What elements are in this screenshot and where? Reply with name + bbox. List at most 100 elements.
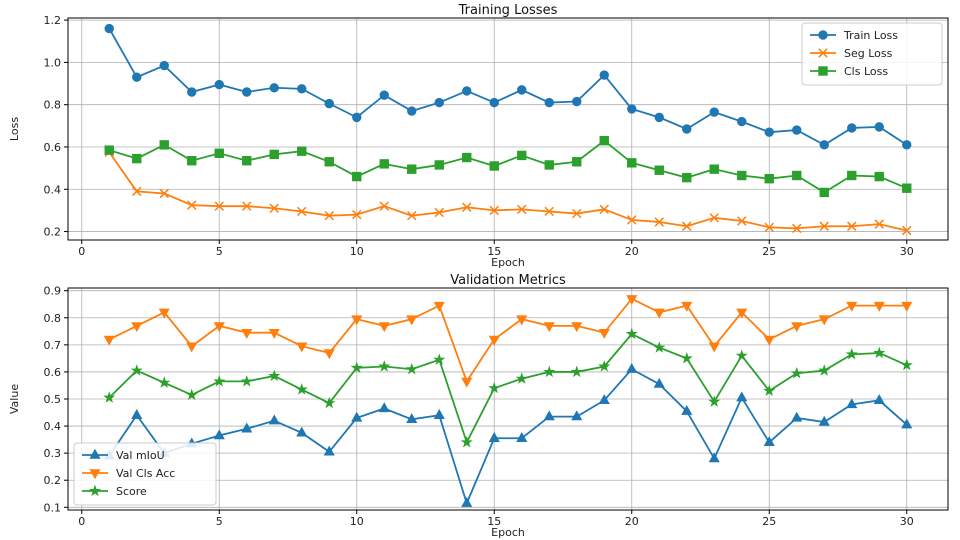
data-point bbox=[489, 97, 499, 108]
data-point bbox=[873, 394, 885, 405]
data-point bbox=[131, 409, 143, 419]
data-point bbox=[736, 308, 748, 319]
series-cls-loss bbox=[104, 135, 912, 198]
data-point bbox=[653, 341, 666, 353]
data-point bbox=[626, 295, 638, 306]
data-point bbox=[791, 322, 803, 333]
data-point bbox=[324, 157, 334, 167]
data-point bbox=[268, 328, 280, 339]
data-point bbox=[269, 149, 279, 160]
data-point bbox=[516, 315, 528, 326]
data-point bbox=[379, 159, 389, 169]
data-point bbox=[488, 335, 500, 346]
data-point bbox=[297, 84, 307, 94]
data-point bbox=[241, 328, 253, 339]
data-point bbox=[763, 384, 776, 397]
legend-box bbox=[801, 22, 943, 86]
data-point bbox=[213, 375, 226, 387]
data-point bbox=[517, 204, 527, 215]
data-point bbox=[461, 497, 473, 507]
data-point bbox=[324, 98, 334, 109]
data-point bbox=[103, 391, 116, 403]
data-point bbox=[159, 60, 169, 71]
y-tick-label: 0.6 bbox=[44, 141, 62, 154]
data-point bbox=[790, 366, 803, 379]
x-tick-label: 0 bbox=[78, 245, 85, 258]
data-point bbox=[598, 360, 611, 372]
data-point bbox=[572, 96, 582, 107]
data-point bbox=[902, 225, 912, 236]
series-val-miou bbox=[103, 362, 913, 507]
data-point bbox=[599, 70, 609, 80]
legend-marker bbox=[89, 448, 101, 459]
data-point bbox=[792, 125, 802, 135]
y-tick-label: 0.8 bbox=[44, 312, 62, 325]
data-point bbox=[460, 435, 473, 448]
data-point bbox=[900, 358, 913, 371]
data-point bbox=[489, 161, 499, 171]
data-point bbox=[323, 349, 335, 360]
y-tick-label: 0.8 bbox=[44, 99, 62, 112]
legend-marker bbox=[88, 484, 102, 497]
data-point bbox=[297, 146, 307, 156]
data-point bbox=[709, 107, 719, 117]
data-point bbox=[737, 116, 747, 127]
data-point bbox=[846, 301, 858, 312]
y-tick-label: 1.2 bbox=[44, 14, 62, 27]
y-tick-label: 0.9 bbox=[44, 285, 62, 298]
data-point bbox=[351, 315, 363, 326]
x-tick-label: 5 bbox=[216, 245, 223, 258]
series-seg-loss bbox=[104, 147, 912, 236]
x-axis-label: Epoch bbox=[491, 256, 525, 269]
legend-marker bbox=[818, 66, 828, 76]
chart-title: Training Losses bbox=[458, 3, 558, 18]
y-tick-label: 1.0 bbox=[44, 56, 62, 69]
data-point bbox=[627, 104, 637, 114]
data-point bbox=[819, 140, 829, 150]
data-point bbox=[158, 376, 171, 388]
x-tick-label: 25 bbox=[762, 245, 776, 258]
data-point bbox=[379, 201, 389, 211]
x-tick-label: 5 bbox=[216, 515, 223, 528]
data-point bbox=[654, 112, 664, 123]
data-point bbox=[598, 394, 610, 405]
data-point bbox=[599, 204, 609, 215]
data-point bbox=[461, 377, 473, 388]
x-tick-label: 10 bbox=[350, 245, 364, 258]
data-point bbox=[379, 90, 389, 100]
data-point bbox=[130, 364, 143, 376]
x-tick-label: 20 bbox=[625, 245, 639, 258]
data-point bbox=[462, 86, 472, 96]
data-point bbox=[268, 414, 280, 425]
data-point bbox=[708, 452, 720, 463]
data-point bbox=[462, 202, 472, 212]
x-tick-label: 0 bbox=[78, 515, 85, 528]
data-point bbox=[735, 349, 748, 361]
legend-marker bbox=[818, 30, 828, 40]
data-point bbox=[571, 410, 583, 421]
y-tick-label: 0.4 bbox=[44, 420, 62, 433]
data-point bbox=[681, 301, 693, 312]
data-point bbox=[269, 203, 279, 214]
chart-title: Validation Metrics bbox=[450, 273, 566, 288]
data-point bbox=[544, 206, 554, 217]
y-tick-label: 0.5 bbox=[44, 393, 62, 406]
data-point bbox=[240, 375, 253, 387]
data-point bbox=[104, 23, 114, 34]
data-point bbox=[434, 160, 444, 170]
legend-label: Val Cls Acc bbox=[116, 467, 175, 480]
x-tick-label: 15 bbox=[487, 515, 501, 528]
data-point bbox=[847, 123, 857, 133]
data-point bbox=[242, 87, 252, 97]
data-point bbox=[874, 171, 884, 182]
legend-label: Cls Loss bbox=[844, 65, 888, 78]
data-point bbox=[792, 223, 802, 234]
data-point bbox=[351, 411, 363, 422]
data-point bbox=[434, 207, 444, 218]
data-point bbox=[488, 381, 501, 394]
data-point bbox=[709, 164, 719, 174]
data-point bbox=[213, 322, 225, 333]
data-point bbox=[406, 413, 418, 424]
data-point bbox=[132, 153, 142, 164]
